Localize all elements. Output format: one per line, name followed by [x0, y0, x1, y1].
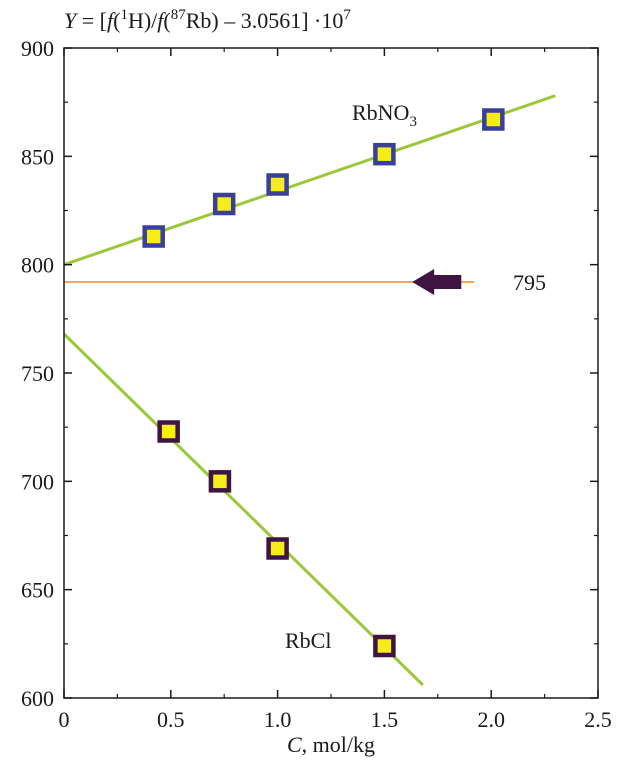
x-tick-label: 0: [59, 707, 70, 732]
title-p2: (: [163, 8, 170, 33]
title-p1: (: [113, 8, 120, 33]
fit-line-1: [62, 332, 424, 687]
plot-content: [62, 94, 556, 687]
chart-title: Y = [f(1H)/f(87Rb) – 3.0561] ·107: [64, 7, 351, 33]
x-axis-unit: , mol/kg: [302, 732, 375, 757]
fit-line-0: [63, 94, 556, 267]
x-axis-label: C, mol/kg: [287, 732, 375, 757]
title-y: Y: [64, 8, 79, 33]
y-tick-label: 750: [21, 361, 54, 386]
data-point-0-3: [373, 142, 396, 166]
data-point-0-0: [142, 225, 165, 248]
ticks: 0 0.5 1.0 1.5 2.0 2.5 600 650 700 750 800 850 900: [21, 36, 612, 732]
title-sup1: 1: [120, 7, 128, 23]
x-axis-var: C: [287, 732, 302, 757]
plot-frame: [63, 47, 599, 699]
title-f2: f: [157, 8, 166, 33]
data-point-1-2: [266, 537, 289, 560]
y-tick-label: 700: [21, 469, 54, 494]
x-tick-label: 2.5: [584, 707, 612, 732]
data-point-0-4: [482, 108, 505, 131]
reference-value-label: 795: [513, 270, 546, 295]
data-point-1-1: [208, 470, 232, 493]
data-point-0-1: [212, 192, 236, 216]
x-tick-label: 1.0: [264, 707, 292, 732]
x-tick-label: 2.0: [477, 707, 505, 732]
title-eq: = [: [76, 8, 107, 33]
x-tick-label: 0.5: [157, 707, 185, 732]
title-rb: Rb) – 3.0561] ·10: [186, 8, 344, 33]
title-sup3: 7: [343, 7, 351, 23]
y-tick-label: 800: [21, 253, 54, 278]
series-label-rbno3-base: RbNO: [352, 100, 409, 125]
y-tick-label: 600: [21, 686, 54, 711]
arrow-icon: [412, 269, 462, 295]
series-label-rbcl: RbCl: [285, 628, 331, 653]
series-label-rbno3: RbNO3: [352, 100, 417, 130]
title-h: H)/: [128, 8, 158, 33]
y-tick-label: 650: [21, 578, 54, 603]
y-tick-label: 900: [21, 36, 54, 61]
data-point-1-3: [373, 634, 396, 658]
title-f1: f: [107, 8, 116, 33]
series-label-rbcl-base: RbCl: [285, 628, 331, 653]
x-tick-label: 1.5: [371, 707, 399, 732]
title-sup2: 87: [171, 7, 187, 23]
y-tick-label: 850: [21, 144, 54, 169]
data-point-1-0: [157, 420, 180, 443]
data-point-0-2: [266, 173, 289, 196]
series-label-rbno3-sub: 3: [409, 114, 417, 130]
